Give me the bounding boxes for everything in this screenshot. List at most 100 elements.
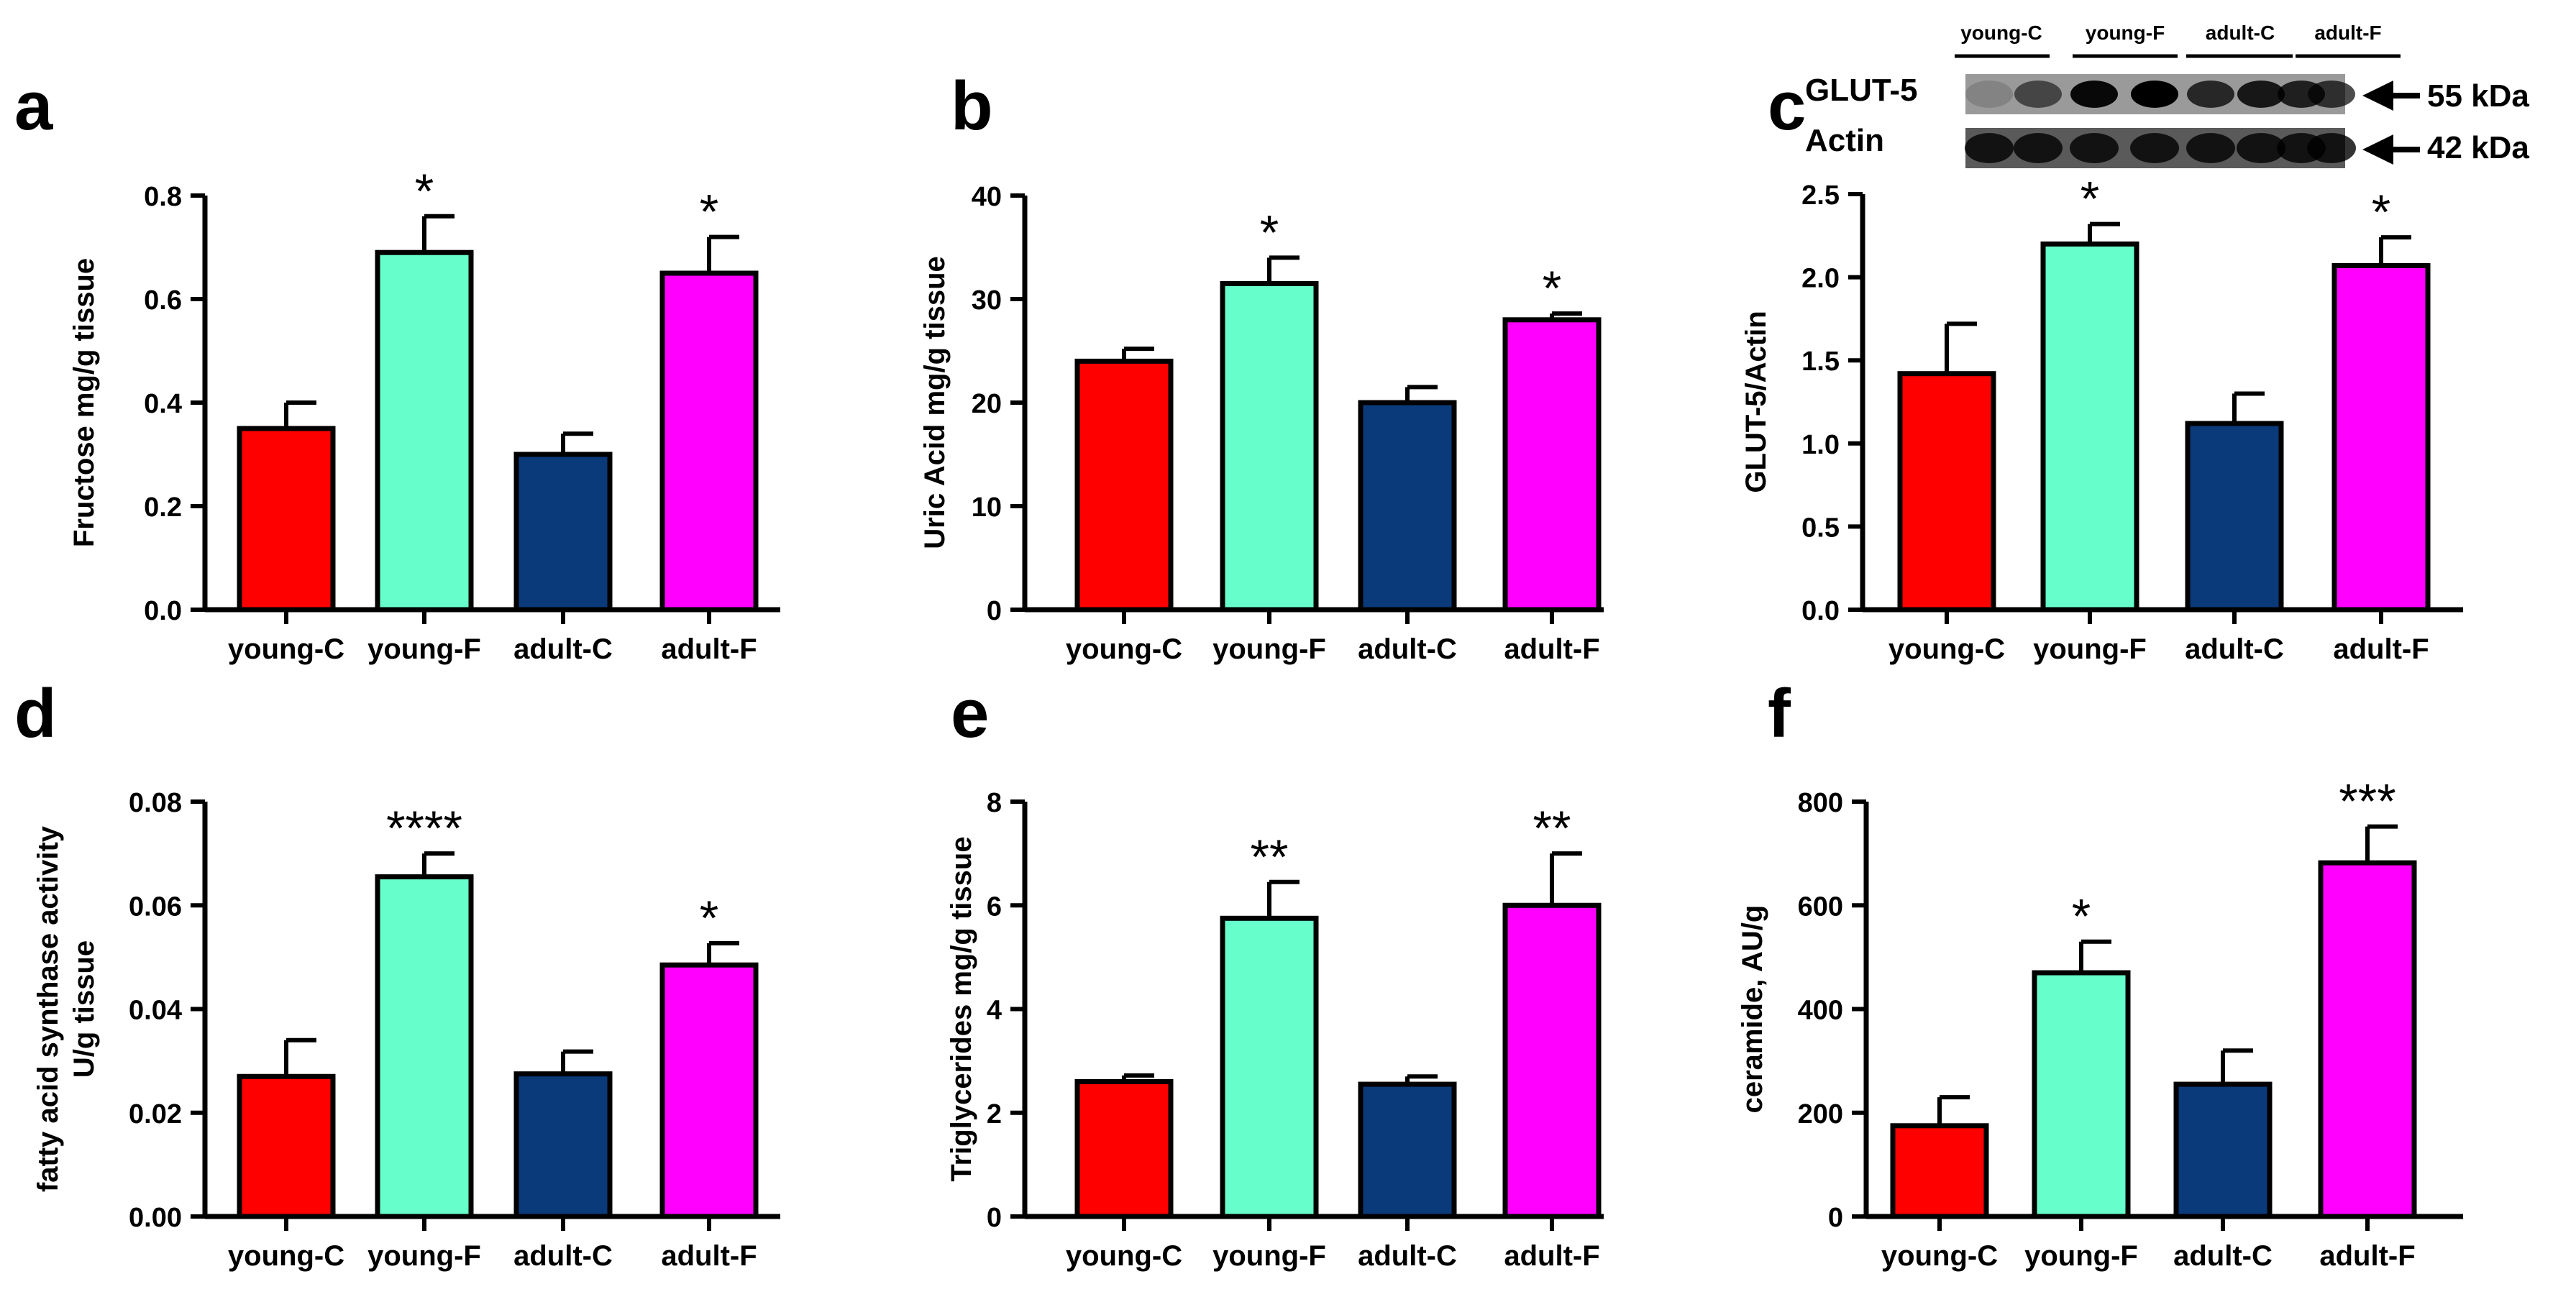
y-axis-label-line2: U/g tissue <box>68 940 100 1078</box>
y-tick-label: 0.8 <box>144 182 182 212</box>
blot-lane-label-young-C: young-C <box>1960 22 2042 44</box>
y-tick-label: 4 <box>987 996 1002 1026</box>
y-tick-label: 0.0 <box>144 596 182 626</box>
x-tick-label-young-C: young-C <box>1881 1240 1998 1272</box>
bar-young-F <box>375 874 474 1219</box>
significance-label: * <box>2081 172 2099 226</box>
y-tick-label: 1.5 <box>1801 347 1840 377</box>
y-tick-label: 20 <box>972 389 1002 419</box>
significance-label: ** <box>1533 801 1571 856</box>
y-axis-label: Fructose mg/g tissue <box>68 258 100 547</box>
y-tick-label: 600 <box>1798 892 1843 922</box>
bar-adult-C <box>513 452 613 613</box>
x-tick-label-adult-C: adult-C <box>2173 1240 2273 1272</box>
y-tick-label: 0.5 <box>1801 513 1840 543</box>
bar-young-C <box>1074 358 1174 613</box>
x-tick-label-young-C: young-C <box>228 1240 344 1272</box>
blot-bands <box>1965 81 2356 163</box>
chart-panel-a: a 0.0 0.2 0.4 0.6 0.8 Fructose mg/g tissue youn… <box>14 68 780 665</box>
panel-letter: d <box>14 675 57 752</box>
blot-row-label-glut5: GLUT-5 <box>1805 73 1917 108</box>
chart-panel-f: f 0 200 400 600 800 ceramide, AU/g young-C young… <box>1737 675 2463 1272</box>
bar-adult-C <box>1358 1081 1457 1219</box>
glut5-band <box>1965 81 2013 108</box>
y-tick-label: 0 <box>987 1203 1002 1233</box>
panel-letter: e <box>951 675 989 752</box>
actin-band <box>2014 133 2063 163</box>
x-tick-label-young-C: young-C <box>1066 1240 1182 1272</box>
x-tick-label-young-C: young-C <box>1066 633 1182 665</box>
y-tick-label: 8 <box>987 788 1002 818</box>
y-axis-label: GLUT-5/Actin <box>1740 311 1772 492</box>
chart-panel-b: b 0 10 20 30 40 Uric Acid mg/g tissue young-C yo… <box>919 68 1604 665</box>
x-tick-label-adult-F: adult-F <box>2333 633 2429 665</box>
y-tick-label: 2.5 <box>1801 180 1840 211</box>
bar-young-F <box>375 249 474 613</box>
y-tick-label: 0.04 <box>129 996 182 1026</box>
significance-label: ** <box>1251 830 1289 884</box>
blot-row-label-actin: Actin <box>1805 123 1884 158</box>
panel-letter: f <box>1768 675 1791 752</box>
x-tick-label-adult-F: adult-F <box>2319 1240 2415 1272</box>
y-axis-label: Uric Acid mg/g tissue <box>919 256 951 549</box>
bar-young-C <box>1897 371 1996 613</box>
x-tick-label-young-F: young-F <box>2024 1240 2138 1272</box>
bar-young-F <box>1220 915 1319 1219</box>
chart-panel-c: c 0.0 0.5 1.0 1.5 2.0 2.5 GLUT-5/Actin young-C yo… <box>1740 68 2463 665</box>
arrow-icon <box>2362 134 2420 165</box>
y-tick-label: 0 <box>1828 1203 1843 1233</box>
x-tick-label-adult-C: adult-C <box>513 1240 613 1272</box>
significance-label: * <box>2072 889 2091 944</box>
blot-lane-label-young-F: young-F <box>2086 22 2165 44</box>
y-tick-label: 0 <box>987 596 1002 626</box>
y-tick-label: 6 <box>987 892 1002 922</box>
bar-adult-F <box>1502 317 1602 613</box>
x-tick-label-young-F: young-F <box>1212 1240 1326 1272</box>
actin-band <box>2237 133 2285 163</box>
x-tick-label-young-C: young-C <box>228 633 344 665</box>
significance-label: *** <box>2339 774 2395 829</box>
y-tick-label: 40 <box>972 182 1002 212</box>
y-tick-label: 0.00 <box>129 1203 182 1233</box>
blot-marker-42kda: 42 kDa <box>2427 130 2529 165</box>
bar-adult-F <box>659 270 759 613</box>
y-tick-label: 0.06 <box>129 892 182 922</box>
x-tick-label-adult-C: adult-C <box>2185 633 2284 665</box>
bar-adult-F <box>2331 262 2431 613</box>
chart-panel-e: e 0 2 4 6 8 Triglycerides mg/g tissue young-C yo… <box>946 675 1604 1272</box>
bar-adult-F <box>2318 860 2417 1219</box>
y-tick-label: 2.0 <box>1801 264 1840 294</box>
significance-label: * <box>1260 205 1279 260</box>
x-tick-label-young-F: young-F <box>367 633 481 665</box>
arrow-icon <box>2362 81 2420 111</box>
glut5-band <box>2014 81 2062 108</box>
significance-label: * <box>2372 185 2390 239</box>
panel-letter: b <box>951 68 993 145</box>
glut5-band <box>2187 81 2234 108</box>
bar-adult-C <box>1358 400 1457 613</box>
y-tick-label: 800 <box>1798 788 1843 818</box>
significance-label: * <box>1543 261 1561 316</box>
bar-young-C <box>1890 1123 1989 1219</box>
x-tick-label-young-C: young-C <box>1888 633 2005 665</box>
actin-band <box>2070 133 2119 163</box>
y-axis-label: ceramide, AU/g <box>1737 905 1768 1114</box>
y-tick-label: 200 <box>1798 1099 1843 1129</box>
x-tick-label-adult-F: adult-F <box>661 1240 757 1272</box>
chart-panel-d: d 0.00 0.02 0.04 0.06 0.08 fatty acid synthase… <box>14 675 780 1272</box>
x-tick-label-young-F: young-F <box>367 1240 481 1272</box>
panel-letter: c <box>1768 68 1806 145</box>
blot-lane-label-adult-C: adult-C <box>2206 22 2275 44</box>
bar-young-F <box>1220 280 1319 613</box>
glut5-band <box>2237 81 2285 108</box>
glut5-band <box>2070 81 2118 108</box>
bar-young-F <box>2032 970 2131 1219</box>
y-tick-label: 2 <box>987 1099 1002 1129</box>
chart-panels: a 0.0 0.2 0.4 0.6 0.8 Fructose mg/g tissue youn… <box>14 68 2463 1272</box>
actin-band <box>2307 133 2356 163</box>
y-axis-label: fatty acid synthase activity <box>32 825 64 1192</box>
y-tick-label: 0.02 <box>129 1099 182 1129</box>
actin-band <box>2130 133 2179 163</box>
y-tick-label: 0.4 <box>144 389 182 419</box>
actin-band <box>2186 133 2235 163</box>
